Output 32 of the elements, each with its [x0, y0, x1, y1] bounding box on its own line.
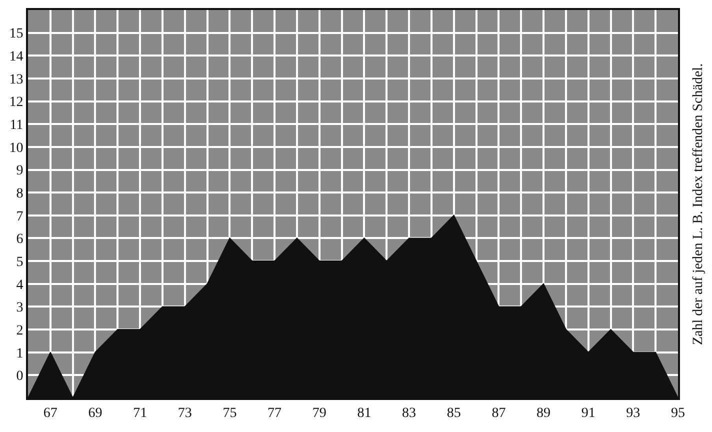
y-tick-label: 11 — [10, 118, 24, 134]
y-tick-label: 6 — [16, 232, 24, 248]
y-tick-label: 15 — [9, 26, 24, 42]
y-tick-label: 12 — [9, 95, 24, 110]
x-tick-label: 85 — [446, 406, 461, 421]
x-tick-label: 75 — [222, 406, 237, 421]
x-tick-label: 69 — [88, 406, 102, 421]
y-tick-label: 14 — [9, 50, 24, 65]
x-tick-label: 71 — [133, 406, 148, 421]
x-tick-label: 79 — [312, 406, 326, 421]
y-tick-label: 8 — [16, 186, 24, 202]
y-tick-label: 4 — [16, 278, 24, 293]
x-tick-label: 95 — [671, 406, 685, 421]
x-tick-label: 93 — [626, 406, 640, 421]
y-tick-label: 3 — [16, 300, 24, 316]
x-tick-label: 91 — [581, 406, 596, 421]
y-tick-label: 9 — [16, 164, 24, 179]
y-tick-label: 13 — [9, 72, 24, 88]
y-axis-title: Zahl der auf jeden L. B. Index treffenden Schädel. — [691, 63, 706, 345]
y-tick-label: 0 — [16, 369, 24, 384]
y-tick-label: 10 — [9, 140, 24, 156]
x-tick-label: 83 — [402, 406, 416, 421]
x-tick-label: 87 — [492, 406, 506, 421]
x-tick-label: 73 — [178, 406, 192, 421]
y-tick-label: 7 — [16, 209, 24, 224]
x-tick-label: 81 — [357, 406, 372, 421]
y-tick-label: 5 — [16, 254, 24, 270]
x-tick-label: 77 — [268, 406, 282, 421]
y-tick-label: 2 — [16, 323, 24, 338]
y-tick-label: 1 — [16, 346, 24, 362]
x-tick-label: 67 — [43, 406, 58, 421]
x-tick-label: 89 — [536, 406, 551, 421]
